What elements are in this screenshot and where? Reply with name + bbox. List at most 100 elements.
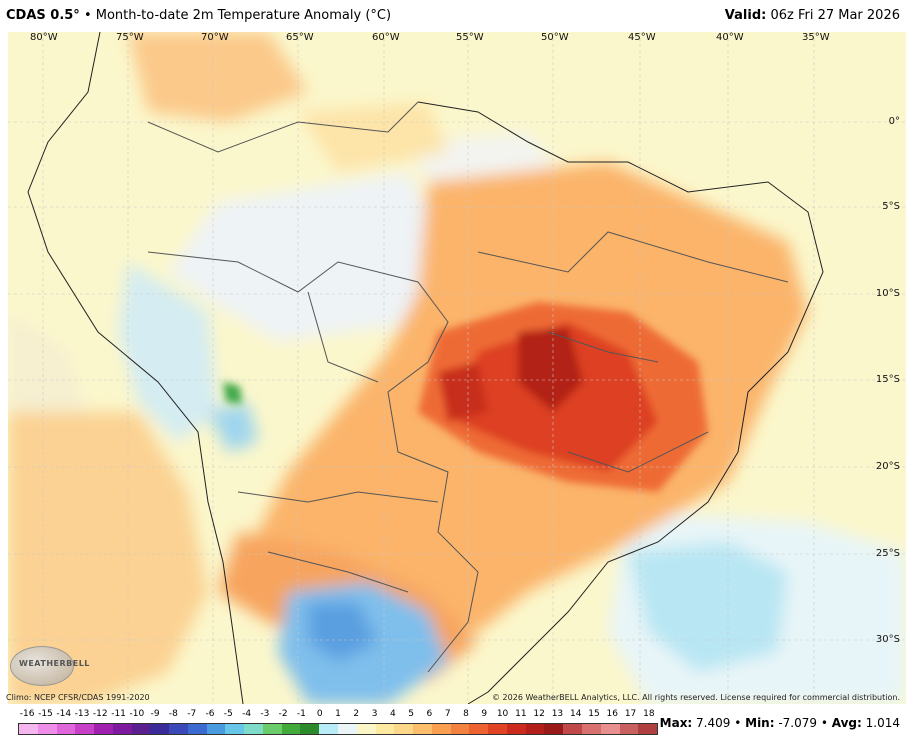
copyright-note: © 2026 WeatherBELL Analytics, LLC. All r… [492,693,900,702]
colorbar-swatch [638,724,658,734]
colorbar-swatch [619,724,639,734]
colorbar-tick-label: 9 [481,709,488,719]
colorbar-swatch [356,724,376,734]
colorbar-swatch [112,724,132,734]
colorbar-swatch [525,724,545,734]
colorbar-tick-label: 8 [463,709,469,719]
colorbar-tick-label: -1 [296,709,306,719]
title-separator: • [79,8,96,23]
colorbar-swatch [375,724,395,734]
colorbar-swatch [150,724,170,734]
lon-label: 70°W [201,32,229,43]
lon-label: 50°W [541,32,569,43]
colorbar-swatch [300,724,320,734]
min-label: Min: [745,716,775,730]
lat-label: 20°S [875,461,900,472]
colorbar-tick-label: 11 [515,709,527,719]
temperature-anomaly-map [8,32,906,704]
colorbar-tick-label: 17 [624,709,637,719]
lon-label: 65°W [286,32,314,43]
colorbar-swatch [506,724,526,734]
min-value: -7.079 [774,716,818,730]
valid-label: Valid: [724,8,767,23]
colorbar-tick-label: 12 [533,709,545,719]
lat-label: 10°S [875,288,900,299]
colorbar-tick-label: -6 [205,709,215,719]
colorbar-tick-label: 1 [335,709,341,719]
colorbar-swatch [319,724,339,734]
colorbar-swatch [431,724,451,734]
colorbar-swatch [131,724,151,734]
lon-label: 60°W [372,32,400,43]
colorbar-swatch [469,724,489,734]
colorbar-swatch [56,724,76,734]
valid-value: 06z Fri 27 Mar 2026 [766,8,900,23]
colorbar-tick-label: 5 [408,709,415,719]
avg-label: Avg: [831,716,862,730]
lat-label: 5°S [882,201,900,212]
colorbar-tick-label: -9 [150,709,160,719]
colorbar-swatch [94,724,113,734]
weatherbell-logo: WEATHERBELL [10,646,89,686]
avg-value: 1.014 [861,716,900,730]
colorbar-tick-label: -4 [242,709,252,719]
colorbar-tick-label: -5 [223,709,233,719]
colorbar-tick-label: 0 [316,709,323,719]
colorbar-tick-label: 10 [496,709,509,719]
lon-label: 35°W [802,32,830,43]
west-coastline [27,32,244,704]
lat-label: 0° [888,116,900,127]
colorbar-tick-label: 18 [643,709,655,719]
map-title: CDAS 0.5° • Month-to-date 2m Temperature… [6,8,391,23]
colorbar-swatch [19,724,38,734]
lon-label: 80°W [30,32,58,43]
lat-label: 25°S [875,548,900,559]
stats-separator: • [730,716,746,730]
colorbar-tick-label: -7 [187,709,197,719]
colorbar-tick-label: -12 [92,709,108,719]
lat-label: 15°S [875,374,900,385]
field-stats: Max: 7.409 • Min: -7.079 • Avg: 1.014 [660,716,900,730]
lon-label: 55°W [456,32,484,43]
max-label: Max: [659,716,693,730]
colorbar-tick-label: 6 [426,709,433,719]
colorbar-tick-label: 2 [353,709,360,719]
colorbar-swatch [187,724,207,734]
colorbar-swatch [75,724,95,734]
colorbar [18,723,658,735]
colorbar-swatch [244,724,263,734]
east-coastline [417,101,824,704]
colorbar-tick-label: -16 [19,709,35,719]
climo-note: Climo: NCEP CFSR/CDAS 1991-2020 [6,693,150,702]
colorbar-swatch [262,724,282,734]
colorbar-swatch [338,724,357,734]
max-value: 7.409 [692,716,731,730]
product-name: CDAS 0.5° [6,8,80,23]
lon-label: 40°W [716,32,744,43]
anomaly-core [223,302,708,492]
colorbar-tick-label: -10 [129,709,145,719]
colorbar-swatch [581,724,601,734]
lon-label: 75°W [116,32,144,43]
colorbar-labels: -16 -15 -14 -13 -12 -11 -10 -9 -8 -7 -6 -5 -4 -3 -2 -1 0… [18,709,658,721]
colorbar-tick-label: 16 [606,709,619,719]
colorbar-tick-label: -3 [260,709,270,719]
stats-separator: • [817,716,832,730]
colorbar-swatch [394,724,414,734]
colorbar-tick-label: -15 [38,709,53,719]
borders [27,32,824,704]
colorbar-swatch [563,724,582,734]
colorbar-tick-label: 15 [588,709,600,719]
graticule [8,32,906,704]
colorbar-tick-label: -8 [168,709,178,719]
colorbar-tick-label: 7 [444,709,451,719]
colorbar-swatch [281,724,301,734]
lat-label: 30°S [875,634,900,645]
colorbar-tick-label: -11 [111,709,126,719]
colorbar-tick-label: -13 [74,709,90,719]
field-name: Month-to-date 2m Temperature Anomaly (°C… [95,8,392,23]
colorbar-swatch [206,724,226,734]
colorbar-tick-label: 13 [551,709,564,719]
map-panel: 80°W 75°W 70°W 65°W 60°W 55°W 50°W 45°W … [8,32,906,704]
colorbar-tick-label: 4 [389,709,396,719]
